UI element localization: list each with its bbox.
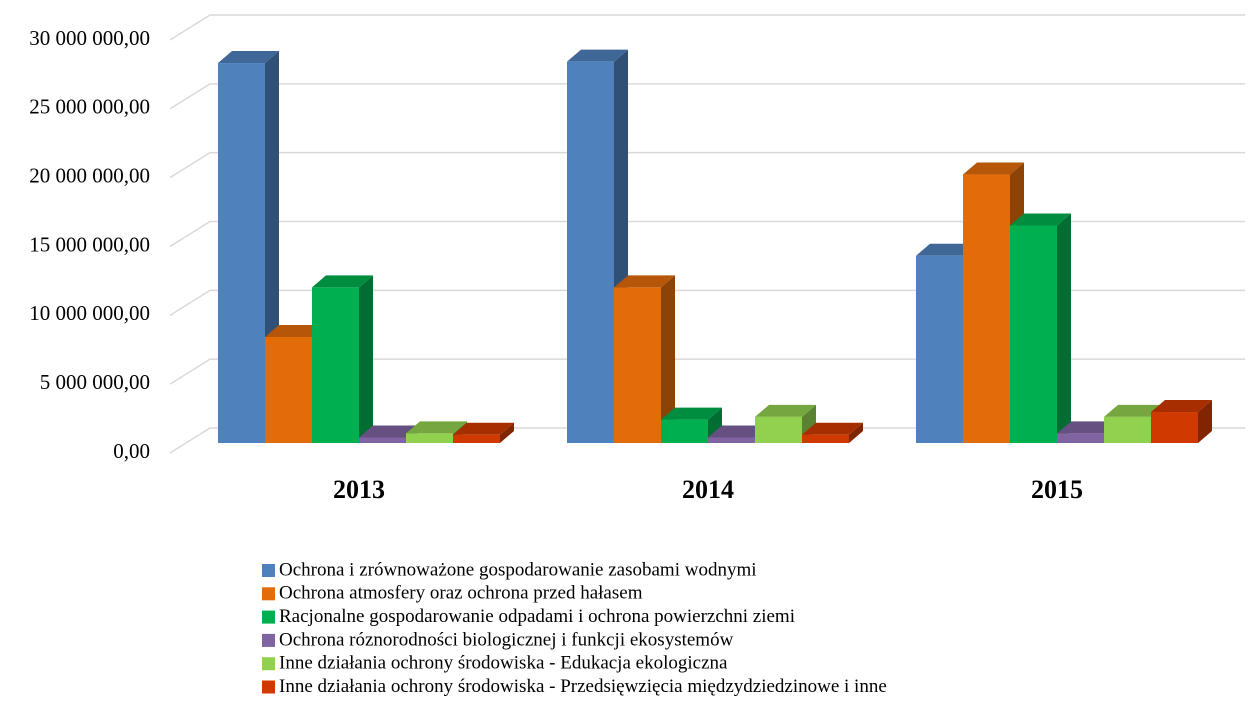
legend-label: Inne działania ochrony środowiska - Eduk… [279,653,728,674]
bar-front [1104,416,1151,443]
bar [567,49,628,444]
bar-top [1057,421,1118,434]
x-tick-label: 2013 [333,475,385,504]
bar-front [359,437,406,443]
grid-line [169,427,1245,454]
x-tick-label: 2014 [682,475,734,504]
bar-side [849,422,863,443]
bar-top [963,162,1024,175]
legend-label: Ochrona atmosfery oraz ochrona przed hał… [279,583,643,604]
bar [614,275,675,443]
bar-top [312,275,373,288]
bar-top [661,407,722,420]
bar-front [963,174,1010,444]
bar-front [1151,412,1198,443]
bar-top [218,51,279,64]
bar-side [708,407,722,443]
bar-top [453,422,514,435]
y-tick-label: 15 000 000,00 [29,232,150,256]
grid-line [169,151,1245,179]
bar-side [1198,400,1212,443]
bar-front [265,336,312,443]
grid-line [169,358,1245,385]
legend-swatch [262,680,275,694]
y-tick-label: 10 000 000,00 [29,301,150,325]
bar-side [500,422,514,443]
y-tick-label: 0,00 [113,439,150,463]
bar [1151,400,1212,443]
bar [312,275,373,443]
bar-top [406,421,467,434]
y-tick-label: 20 000 000,00 [29,163,150,187]
legend-swatch [262,657,275,671]
bar-front [661,419,708,443]
legend-swatch [262,633,275,647]
bar-front [567,61,614,444]
bar-front [755,416,802,443]
legend-swatch [262,610,275,624]
y-tick-label: 25 000 000,00 [29,95,150,119]
grid-line [169,14,1245,41]
legend-swatch [262,564,275,577]
bar-top [567,49,628,62]
x-tick-label: 2015 [1031,475,1083,504]
bar-front [708,437,755,443]
bar [802,422,863,443]
legend-label: Racjonalne gospodarowanie odpadami i och… [279,606,795,627]
bar-side [1057,213,1071,443]
bar [1010,213,1071,443]
bar-top [802,422,863,435]
bar-front [1010,225,1057,443]
bar-top [708,425,769,438]
bar-side [661,275,675,443]
legend-label: Inne działania ochrony środowiska - Prze… [279,676,887,697]
bar-front [916,255,963,443]
bar-top [1151,400,1212,413]
bar-front [802,434,849,443]
bar-front [1057,433,1104,443]
grid-line [169,289,1245,316]
bar-front [312,287,359,443]
bar-front [406,433,453,443]
bar [453,422,514,443]
bar-top [265,324,326,337]
bar-side [359,275,373,443]
bar-top [1010,213,1071,226]
bar-top [916,243,977,256]
legend-swatch [262,587,275,601]
bar-top [614,275,675,288]
y-tick-label: 5 000 000,00 [40,370,150,394]
grid-line [169,220,1245,248]
bar-top [755,404,816,417]
legend-label: Ochrona i zrównoważone gospodarowanie za… [279,559,757,580]
bar-top [359,425,420,438]
bar [661,407,722,443]
bar-top [1104,404,1165,417]
bar-front [453,434,500,443]
bar-front [614,287,661,443]
bar-front [218,63,265,443]
grid-line [169,83,1245,110]
legend-label: Ochrona róznorodności biologicznej i fun… [279,629,734,650]
y-tick-label: 30 000 000,00 [29,26,150,50]
